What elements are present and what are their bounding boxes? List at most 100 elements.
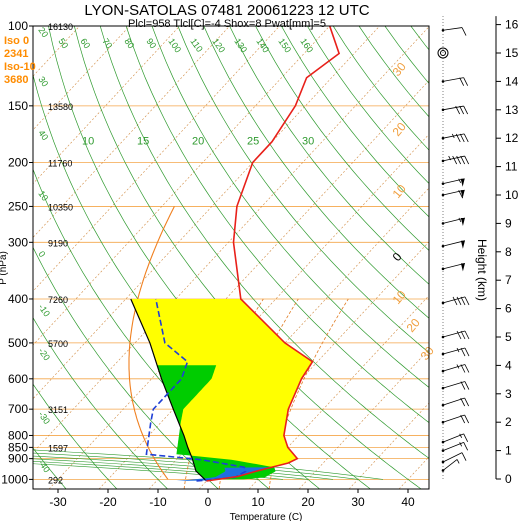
height-tick-label: 10 (505, 188, 519, 202)
wind-station-dot (441, 222, 445, 225)
wind-barb-feather (455, 133, 461, 143)
isotherm-line (33, 26, 380, 400)
height-tick-label: 15 (505, 46, 519, 60)
dry-adiabat-top-label: 140 (254, 36, 271, 54)
y-tick-label: 150 (8, 99, 28, 113)
isotherm-label: 30 (418, 343, 438, 362)
cape-area (130, 299, 313, 480)
wind-station-dot (441, 136, 445, 140)
height-tick-label: 5 (505, 330, 512, 344)
y-tick-label: 1000 (1, 472, 28, 486)
isotherm-label: 10 (390, 181, 410, 200)
dry-adiabat-line (203, 26, 429, 319)
wind-station-dot (441, 403, 445, 407)
isotherm-line (248, 295, 429, 489)
moist-adiabat-label: 30 (302, 135, 314, 147)
height-tick-label: 3 (505, 387, 512, 401)
wind-barb-half (459, 442, 463, 447)
plot-frame (32, 25, 430, 490)
parcel-line (130, 298, 207, 482)
wind-station-dot (441, 267, 445, 271)
wind-barb-feather (464, 397, 470, 407)
dry-adiabat-line (358, 26, 429, 118)
wind-station-dot (441, 182, 445, 185)
wind-barb-feather (452, 155, 458, 165)
wind-station-dot (441, 159, 445, 163)
wind-station-dot (441, 193, 445, 197)
moist-adiabat-label: 15 (137, 135, 149, 147)
wind-barb-feather (452, 296, 458, 306)
isotherm-label: 30 (390, 59, 410, 78)
wind-station-dot (441, 244, 445, 248)
x-axis: -30 -20 -10 0 10 20 30 40 (49, 489, 415, 509)
dry-adiabat-side-label: 40 (36, 128, 50, 142)
calm-wind-circle-inner (440, 50, 446, 56)
dry-adiabat-line (33, 383, 118, 489)
wind-barb-feather (463, 442, 469, 451)
wind-barb-feather (461, 27, 467, 36)
geopotential-label: 13580 (48, 102, 73, 112)
dry-adiabat-top-label: 90 (144, 36, 158, 50)
dry-adiabat-line (229, 26, 429, 285)
wind-barb-half (459, 433, 463, 439)
wind-barb-half (448, 155, 452, 161)
wind-station-dot (441, 440, 445, 444)
isotherm-label: 0 (390, 250, 405, 264)
dry-adiabat-side-label: -40 (36, 458, 52, 474)
x-tick-label: 40 (401, 495, 415, 509)
height-tick-label: 16 (505, 18, 519, 32)
dry-adiabat-top-label: 80 (122, 36, 136, 50)
dry-adiabat-top-label: 160 (298, 36, 315, 54)
wind-barb-feather (463, 433, 469, 443)
x-tick-label: -20 (99, 495, 117, 509)
wind-barb-half (458, 178, 462, 183)
chart-subtitle: Plcl=958 Tlcl[C]=-4 Shox=8 Pwat[mm]=5 (128, 18, 326, 30)
area-fills (130, 299, 313, 481)
wind-barb-feather (461, 452, 467, 461)
wind-barb-feather (460, 330, 466, 340)
dry-adiabat-top-label: 50 (56, 36, 70, 50)
wind-station-dot (441, 469, 445, 472)
wind-barb-feather (464, 155, 470, 165)
x-tick-label: -10 (149, 495, 167, 509)
wind-barb-feather (460, 381, 466, 390)
y-tick-label: 900 (8, 452, 28, 466)
moist-adiabat-line (33, 449, 384, 480)
height-tick-label: 7 (505, 273, 512, 287)
wind-barb-shaft (442, 452, 463, 463)
wind-station-dot (441, 369, 445, 373)
geopotential-label: 7260 (48, 295, 68, 305)
isotherm-line (48, 80, 429, 489)
x-tick-label: 20 (301, 495, 315, 509)
wind-barb-pennant (460, 178, 465, 187)
dry-adiabat-line (384, 26, 429, 84)
wind-station-dot (441, 386, 445, 390)
x-tick-label: 30 (351, 495, 365, 509)
iso10-label: Iso-10 (4, 61, 36, 73)
wind-barb-shaft (442, 459, 458, 471)
isotherm-line (98, 133, 429, 489)
isotherm-line (398, 456, 429, 489)
y-tick-label: 300 (8, 235, 28, 249)
height-tick-label: 8 (505, 245, 512, 259)
y-tick-label: 400 (8, 292, 28, 306)
surface-layer-area (176, 467, 272, 481)
dry-adiabat-side-label: 0 (36, 249, 47, 259)
wind-barb-feather (464, 296, 470, 306)
wind-barb-pennant (460, 217, 465, 226)
iso0-value: 2341 (4, 48, 28, 60)
wind-station-dot (441, 28, 445, 32)
iso10-value: 3680 (4, 74, 28, 86)
cin-area (157, 365, 276, 480)
wind-barb-half (451, 133, 455, 139)
wind-barb-pennant (460, 240, 465, 249)
chart-title: LYON-SATOLAS 07481 20061223 12 UTC (84, 2, 369, 19)
wind-barb-feather (460, 155, 466, 165)
wind-barb-feather (460, 364, 466, 373)
isotherm-line (33, 26, 280, 292)
dry-adiabat-top-label: 120 (210, 36, 227, 54)
isotherm-label: 10 (390, 287, 410, 306)
height-tick-label: 12 (505, 131, 519, 145)
moist-adiabat-label: 25 (247, 135, 259, 147)
